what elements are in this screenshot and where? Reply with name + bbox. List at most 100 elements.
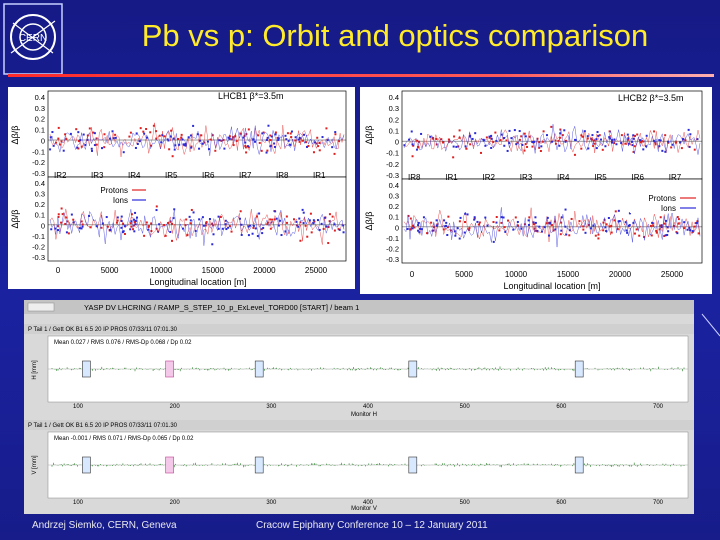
beam2-upper-point [510, 137, 513, 140]
beam1-upper-point [92, 131, 95, 134]
beam1-lower-point [238, 217, 241, 220]
beam1-upper-point [136, 142, 139, 145]
beam1-upper-point [90, 149, 93, 152]
beam1-lower-point [122, 222, 125, 225]
beam1-lower-point [150, 222, 153, 225]
beam1-lower-point [338, 228, 341, 231]
beam1-lower-point [133, 221, 136, 224]
beam2-upper-point [583, 130, 586, 133]
beam2-upper-point [626, 133, 629, 136]
beam2-lower-point [635, 228, 638, 231]
beam1-upper-point [232, 144, 235, 147]
beam1-lower-point [313, 220, 316, 223]
beam2-upper-point [632, 137, 635, 140]
beam1-lower-point [120, 215, 123, 218]
beam2-upper-point [593, 142, 596, 145]
beam1-upper-point [317, 145, 320, 148]
beam2-upper-point [524, 135, 527, 138]
beam2-lower-point [578, 220, 581, 223]
beam1-upper-point [289, 132, 292, 135]
beam1-upper-point [189, 134, 192, 137]
beam1-upper-point [49, 148, 52, 151]
beam1-upper-point [321, 136, 324, 139]
beam1-upper-point [285, 138, 288, 141]
beam2-upper-point [664, 134, 667, 137]
beam2-upper-point [418, 140, 421, 143]
beam1-upper-point [95, 143, 98, 146]
beam2-lower-ytick: -0.1 [386, 234, 399, 243]
beam2-lower-point [512, 228, 515, 231]
yasp-window-title: YASP DV LHCRING / RAMP_S_STEP_10_p_ExLev… [84, 303, 359, 312]
beam2-upper-point [531, 141, 534, 144]
beam1-lower-point [121, 231, 124, 234]
beam1-lower-point [116, 219, 119, 222]
beam2-upper-point [452, 145, 455, 148]
beam1-lower-point [306, 235, 309, 238]
beam2-upper-point [586, 135, 589, 138]
beam1-upper-point [178, 143, 181, 146]
beam1-lower-point [81, 223, 84, 226]
beam2-lower-point [453, 230, 456, 233]
beam2-upper-series-ions [403, 124, 701, 155]
beam1-upper-point [270, 135, 273, 138]
beam2-upper-point [485, 136, 488, 139]
beam1-upper-point [333, 152, 336, 155]
beam1-upper-point [325, 127, 328, 130]
beam2-upper-point [680, 147, 683, 150]
beam2-lower-point [607, 216, 610, 219]
beam1-upper-point [114, 133, 117, 136]
beam1-lower-point [171, 222, 174, 225]
beam1-lower-point [217, 215, 220, 218]
beam2-lower-point [456, 227, 459, 230]
beam2-upper-point [642, 148, 645, 151]
beam2-lower-point [463, 231, 466, 234]
beam1-lower-point [189, 219, 192, 222]
beam2-lower-series-ions [403, 207, 701, 248]
beam1-lower-point [120, 226, 123, 229]
lower-ip-marker [254, 456, 264, 474]
beam2-lower-point [495, 216, 498, 219]
beam1-upper-point [184, 142, 187, 145]
beam2-upper-point [599, 138, 602, 141]
beam2-lower-point [411, 224, 414, 227]
cern-logo-text: CERN [19, 33, 47, 44]
beam2-lower-point [476, 220, 479, 223]
beam1-upper-point [93, 132, 96, 135]
beam1-lower-point [89, 226, 92, 229]
beam1-lower-ytick: 0.2 [35, 200, 45, 209]
beam2-upper-point [403, 144, 406, 147]
beam1-upper-point [277, 138, 280, 141]
beam1-upper-point [64, 133, 67, 136]
beam1-lower-point [295, 220, 298, 223]
beam1-lower-point [337, 228, 340, 231]
beam1-upper-point [60, 140, 63, 143]
lower-ip-marker [408, 456, 418, 474]
upper-xtick: 700 [653, 404, 664, 410]
beam2-upper-point [598, 134, 601, 137]
beam1-lower-point [320, 222, 323, 225]
beam2-lower-point [516, 220, 519, 223]
beam1-lower-point [155, 205, 158, 208]
beam2-lower-point [406, 228, 409, 231]
beam1-upper-point [167, 139, 170, 142]
beam1-lower-point [129, 222, 132, 225]
beam1-lower-point [261, 232, 264, 235]
beam1-upper-ytick: 0.3 [35, 104, 45, 113]
upper-xtick: 500 [460, 404, 471, 410]
beam2-lower-point [418, 231, 421, 234]
beam2-lower-point [610, 231, 613, 234]
beam1-lower-point [123, 225, 126, 228]
beam1-lower-point [212, 224, 215, 227]
beam1-upper-point [301, 139, 304, 142]
beam2-lower-ytick: 0.2 [389, 202, 399, 211]
beam2-lower-ytick: 0.1 [389, 213, 399, 222]
beam2-upper-point [696, 138, 699, 141]
beam1-lower-point [132, 228, 135, 231]
beam2-upper-point [483, 139, 486, 142]
beam2-lower-point [504, 230, 507, 233]
view-menu-button[interactable] [27, 302, 55, 312]
upper-ip-marker [165, 360, 174, 378]
beam2-upper-point [574, 138, 577, 141]
beam2-lower-point [545, 222, 548, 225]
beam1-upper-point [135, 132, 138, 135]
